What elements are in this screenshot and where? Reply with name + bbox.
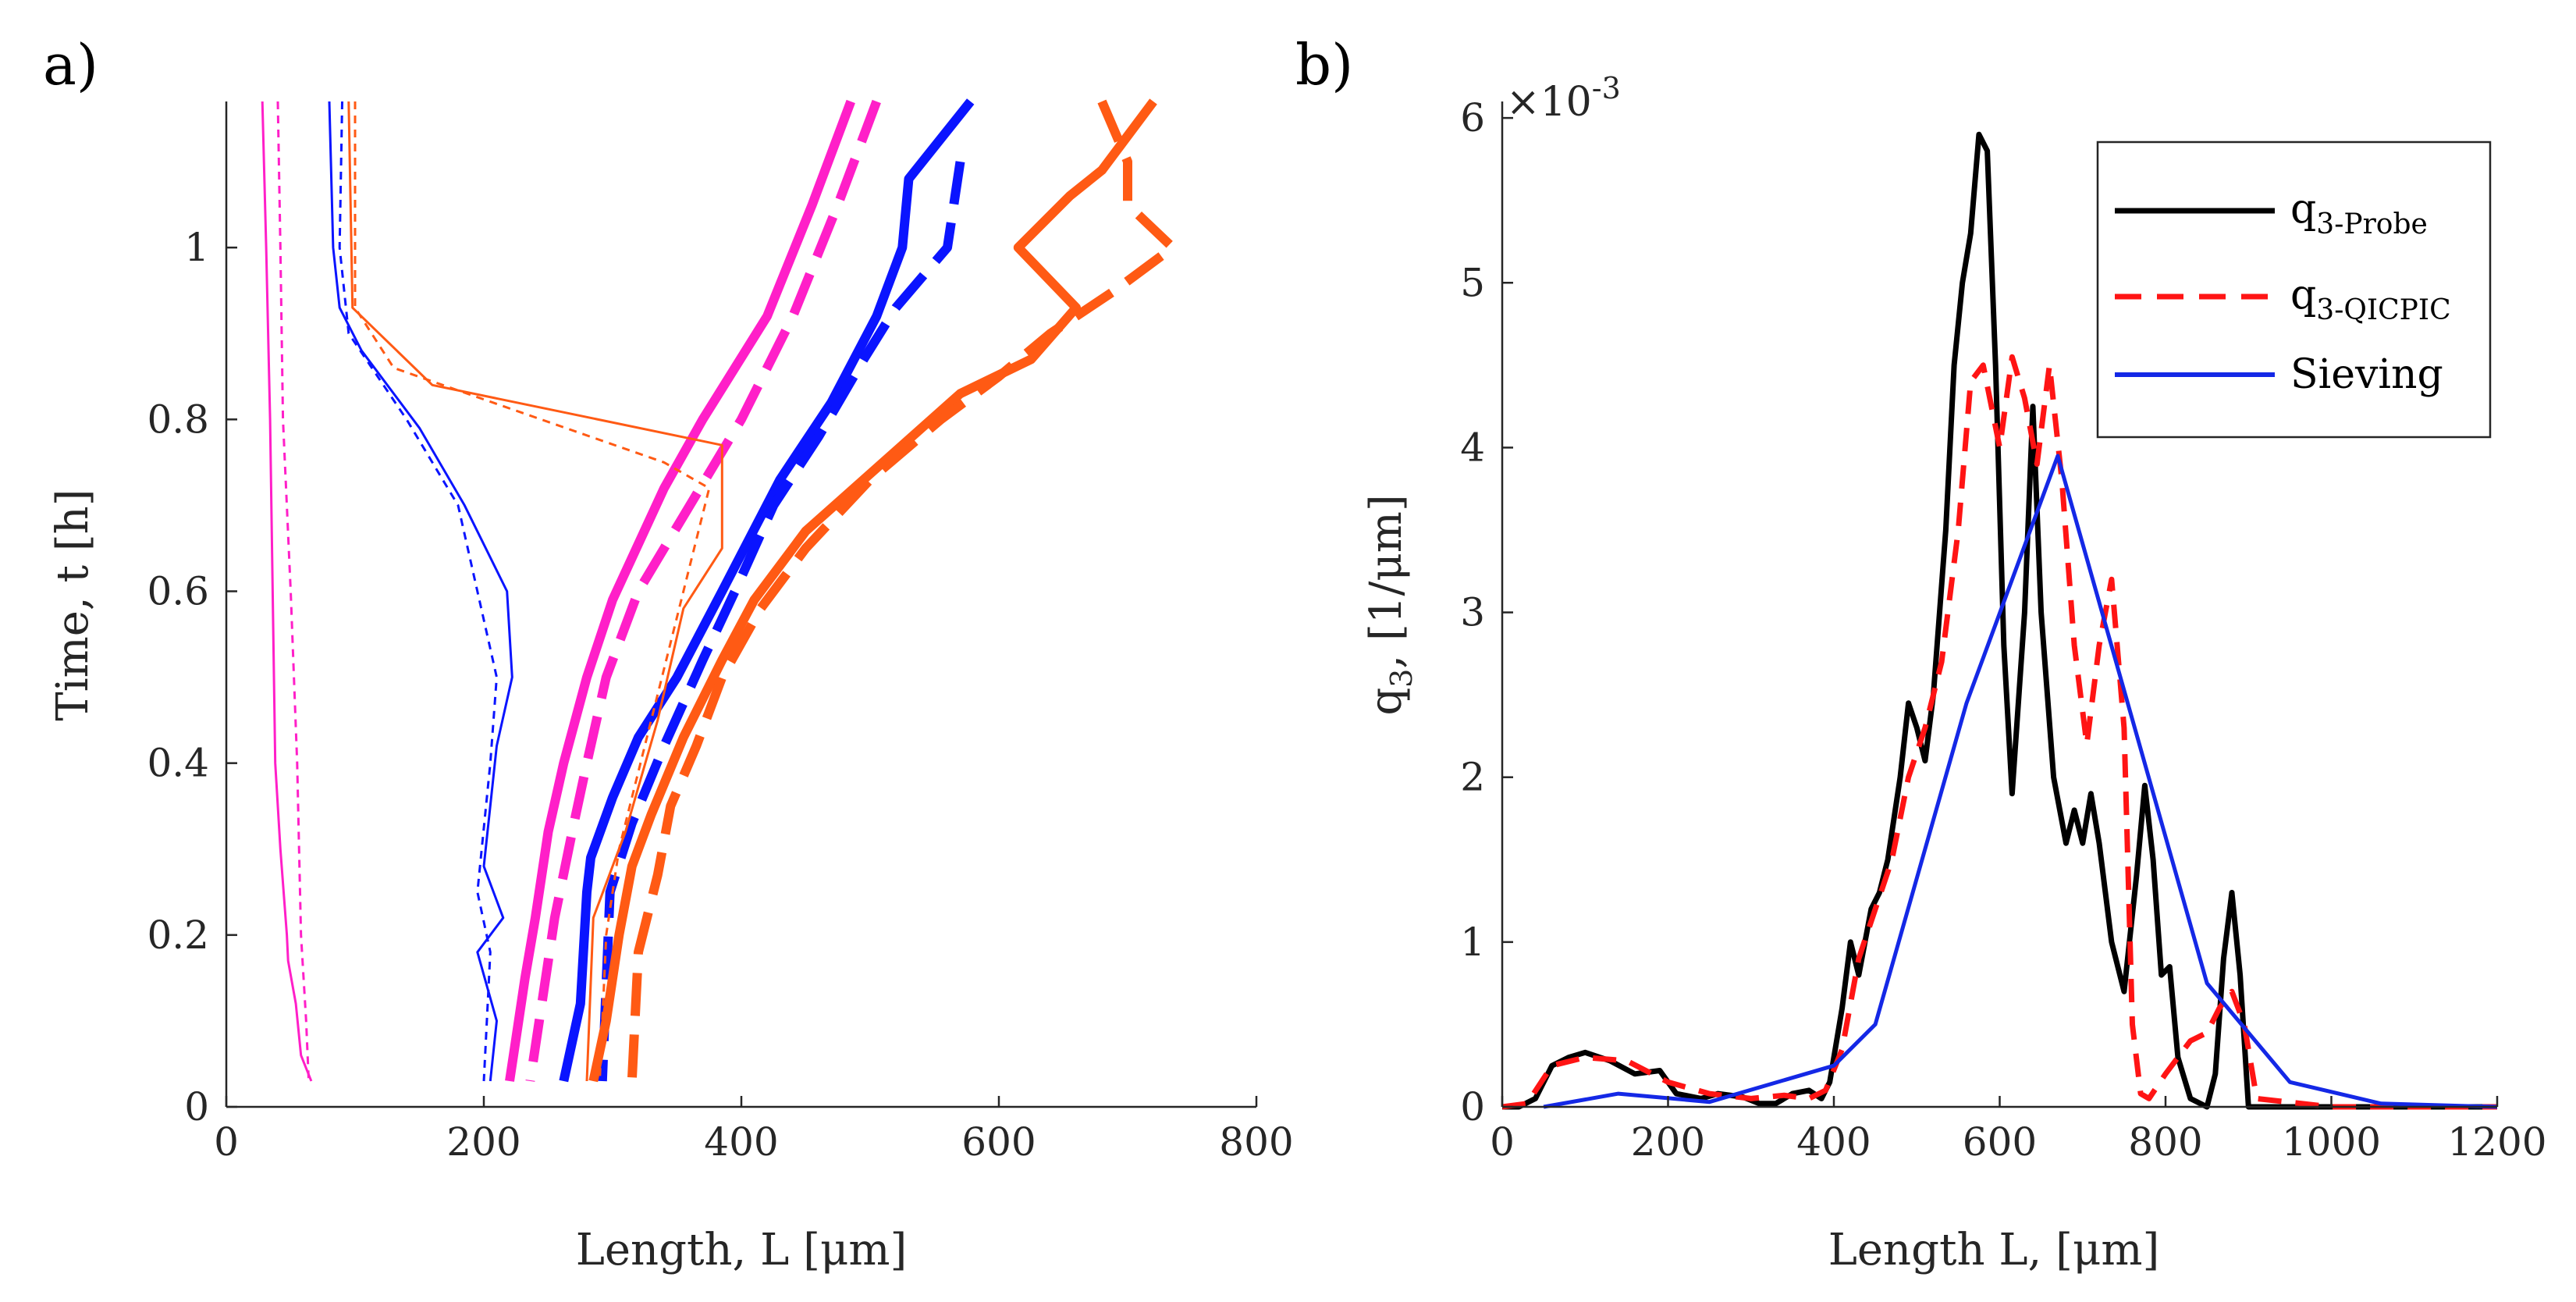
panel-a-series-group (261, 98, 1178, 1083)
series-line-a-blue-thin-solid (328, 101, 513, 1082)
legend-label-qicpic: q3-QICPIC (2290, 272, 2451, 326)
panel-a-label: a) (43, 32, 98, 98)
legend: q3-Probe q3-QICPIC Sieving (2096, 141, 2492, 439)
y-tick-label-b-0: 0 (1460, 1084, 1485, 1129)
x-tick-label-b-5: 1000 (2282, 1119, 2381, 1165)
series-line-a-orange-thick-solid (588, 98, 1157, 1083)
y-tick-label-a-2: 0.4 (147, 741, 209, 786)
series-line-a-orange-thin-dashed (354, 101, 711, 1082)
series-line-a-magenta-thin-dashed (276, 101, 311, 1082)
legend-probe-main: q (2290, 186, 2316, 233)
y-tick-label-a-5: 1 (184, 225, 209, 270)
panel-b-q3-distribution: b) 0 200 400 600 800 1000 1200 0 1 2 3 4 5 6 ×10-3 Le… (1295, 32, 2547, 1275)
y-tick-label-a-3: 0.6 (147, 568, 209, 614)
series-line-a-magenta-thick-solid (505, 99, 855, 1082)
series-line-a-orange-thick-dashed (627, 99, 1178, 1082)
y-tick-label-b-5: 5 (1460, 260, 1485, 305)
x-tick-label-b-2: 400 (1796, 1119, 1871, 1165)
legend-probe-sub: 3-Probe (2316, 208, 2428, 240)
y-tick-label-b-1: 1 (1460, 920, 1485, 965)
legend-qicpic-main: q (2290, 272, 2316, 318)
exponent-value: -3 (1592, 71, 1621, 105)
series-line-a-blue-thick-dashed (597, 161, 965, 1082)
panel-b-axis-exponent: ×10-3 (1506, 71, 1621, 126)
x-tick-label-b-1: 200 (1631, 1119, 1705, 1165)
y-title-rest: , [1/μm] (1361, 494, 1412, 668)
panel-b-label: b) (1295, 32, 1353, 98)
y-tick-label-b-4: 4 (1460, 425, 1485, 470)
x-tick-label-a-3: 600 (961, 1119, 1036, 1165)
series-line-a-orange-thin-solid (347, 101, 723, 1082)
y-tick-label-a-1: 0.2 (147, 912, 209, 958)
panel-a-x-axis-title: Length, L [μm] (576, 1225, 908, 1275)
exponent-base: ×10 (1506, 79, 1592, 126)
y-tick-label-a-4: 0.8 (147, 397, 209, 442)
y-tick-label-a-0: 0 (184, 1084, 209, 1129)
series-line-a-magenta-thin-solid (261, 101, 313, 1082)
y-title-main: q (1361, 688, 1412, 716)
series-line-a-blue-thin-dashed (338, 101, 498, 1082)
legend-qicpic-sub: 3-QICPIC (2316, 294, 2450, 326)
y-title-sub: 3 (1384, 669, 1419, 688)
x-tick-label-a-0: 0 (214, 1119, 239, 1165)
series-line-a-magenta-thick-dashed (525, 99, 881, 1082)
panel-a-y-axis-title: Time, t [h] (48, 489, 98, 720)
x-tick-label-a-2: 400 (704, 1119, 778, 1165)
panel-b-x-axis-title: Length L, [μm] (1828, 1225, 2160, 1275)
x-tick-label-b-0: 0 (1490, 1119, 1515, 1165)
legend-box (2096, 141, 2492, 439)
x-tick-label-a-1: 200 (446, 1119, 521, 1165)
legend-label-sieving: Sieving (2290, 351, 2443, 398)
panel-a-time-vs-length: a) 0 200 400 600 800 0 0.2 0.4 0.6 0.8 1 Length, L… (43, 32, 1294, 1275)
panel-b-y-axis-title: q3, [1/μm] (1361, 494, 1419, 715)
panel-a-ticks: 0 200 400 600 800 0 0.2 0.4 0.6 0.8 1 (147, 225, 1293, 1165)
x-tick-label-b-4: 800 (2128, 1119, 2202, 1165)
x-tick-label-b-6: 1200 (2447, 1119, 2546, 1165)
series-line-b-q3-qicpic (1501, 354, 2497, 1110)
panel-b-ticks: 0 200 400 600 800 1000 1200 0 1 2 3 4 5 6 (1460, 95, 2546, 1165)
series-line-b-sieving (1543, 454, 2498, 1109)
series-line-a-blue-thick-solid (559, 98, 975, 1083)
panel-b-series-group (1501, 131, 2498, 1110)
x-tick-label-a-4: 800 (1219, 1119, 1293, 1165)
y-tick-label-b-3: 3 (1460, 590, 1485, 635)
y-tick-label-b-6: 6 (1460, 95, 1485, 141)
y-tick-label-b-2: 2 (1460, 755, 1485, 800)
legend-label-probe: q3-Probe (2290, 186, 2428, 240)
x-tick-label-b-3: 600 (1963, 1119, 2037, 1165)
